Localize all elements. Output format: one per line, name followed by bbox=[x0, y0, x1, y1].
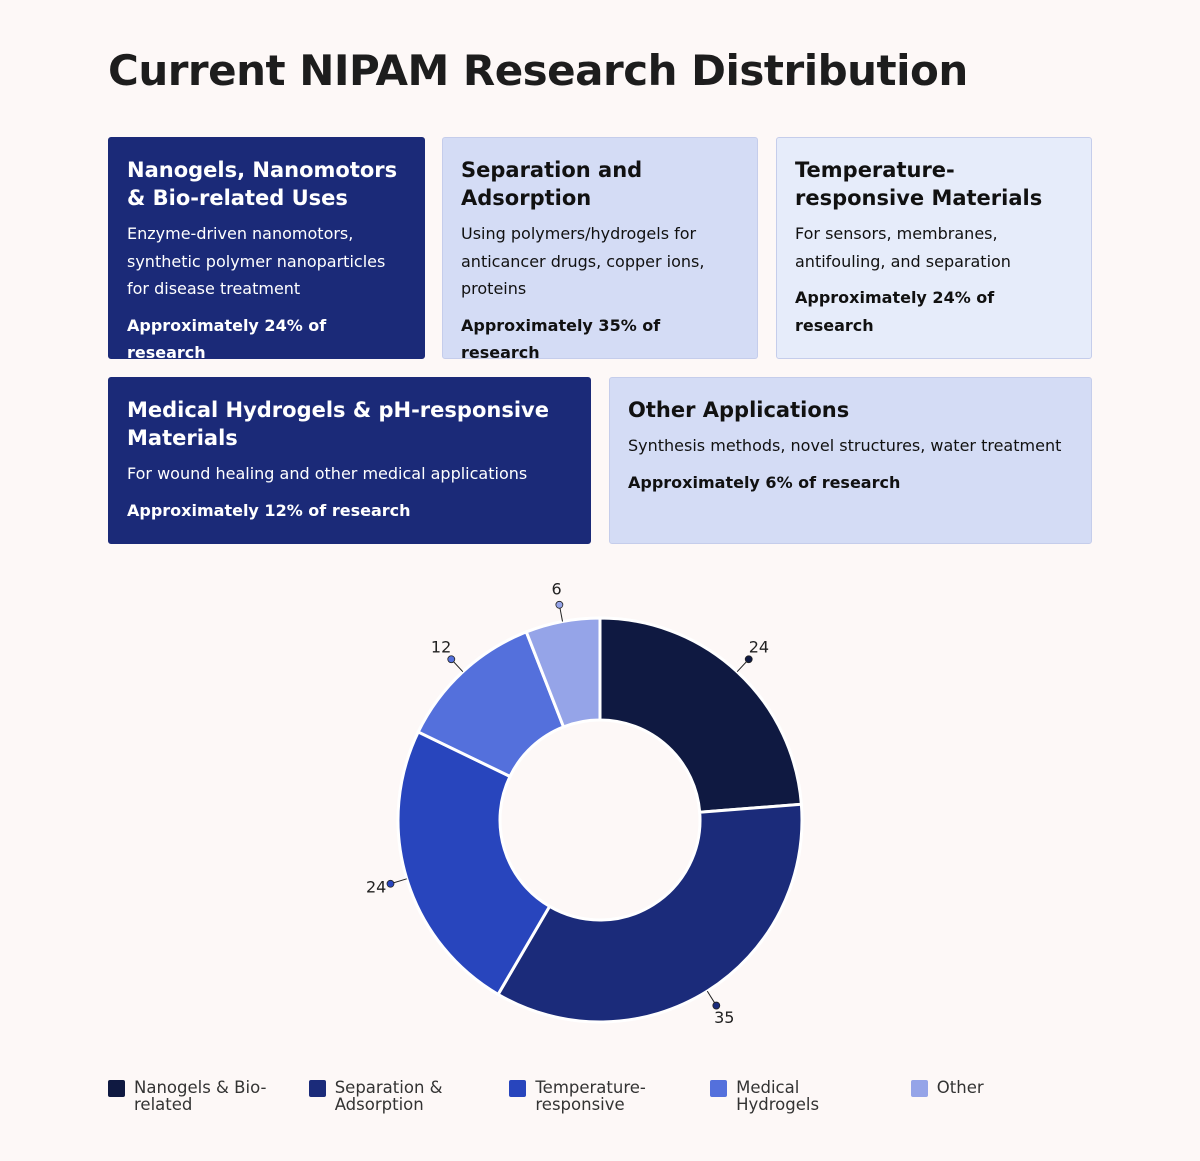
leader-dot bbox=[447, 655, 456, 664]
card-description: For wound healing and other medical appl… bbox=[127, 464, 528, 483]
card: Nanogels, Nanomotors & Bio-related Uses E… bbox=[108, 137, 425, 362]
leader-line bbox=[390, 878, 407, 885]
card-description: Using polymers/hydrogels for anticancer … bbox=[461, 224, 705, 298]
legend-swatch bbox=[710, 1080, 728, 1097]
leader-line bbox=[736, 658, 750, 673]
data-label: 24 bbox=[366, 878, 386, 897]
data-label: 12 bbox=[431, 638, 451, 657]
legend-label: Medical Hydrogels bbox=[736, 1078, 820, 1114]
card-stat: Approximately 6% of research bbox=[628, 472, 901, 492]
card-stat: Approximately 24% of research bbox=[795, 288, 995, 335]
legend-swatch bbox=[308, 1080, 326, 1097]
card-title: Temperature-responsive Materials bbox=[795, 158, 1043, 210]
leader-dot bbox=[712, 1001, 721, 1010]
card-title: Other Applications bbox=[628, 398, 850, 422]
card: Medical Hydrogels & pH-responsive Materi… bbox=[108, 377, 591, 544]
legend-item: Nanogels & Bio-related bbox=[108, 1079, 284, 1113]
card-stat: Approximately 12% of research bbox=[127, 500, 411, 520]
leader-dot bbox=[744, 655, 753, 664]
leader-dot bbox=[555, 600, 564, 609]
legend-item: Other bbox=[910, 1078, 1087, 1097]
legend-label: Nanogels & Bio-related bbox=[134, 1078, 267, 1114]
donut-segment bbox=[396, 729, 552, 997]
legend-item: Temperature-responsive bbox=[509, 1079, 685, 1113]
card-description: For sensors, membranes, antifouling, and… bbox=[795, 224, 1011, 271]
card-title: Medical Hydrogels & pH-responsive Materi… bbox=[127, 398, 549, 450]
card-title: Nanogels, Nanomotors & Bio-related Uses bbox=[127, 158, 398, 210]
leader-line bbox=[450, 658, 464, 673]
legend-label: Separation & Adsorption bbox=[334, 1078, 443, 1114]
donut-segment bbox=[598, 616, 804, 814]
card-description: Enzyme-driven nanomotors, synthetic poly… bbox=[127, 224, 386, 298]
legend-label: Other bbox=[936, 1078, 984, 1097]
card-stat: Approximately 35% of research bbox=[461, 315, 661, 363]
card: Temperature-responsive Materials For sens… bbox=[776, 137, 1092, 359]
data-label: 24 bbox=[749, 638, 769, 657]
data-label: 6 bbox=[551, 580, 561, 599]
legend-swatch bbox=[509, 1080, 527, 1097]
legend-swatch bbox=[910, 1080, 928, 1097]
donut-segment bbox=[416, 629, 566, 779]
card-title: Separation and Adsorption bbox=[461, 158, 643, 210]
legend-item: Separation & Adsorption bbox=[308, 1078, 485, 1114]
page-title: Current NIPAM Research Distribution bbox=[108, 46, 968, 95]
legend-label: Temperature-responsive bbox=[535, 1078, 646, 1114]
donut-segment bbox=[524, 616, 602, 729]
legend-item: Medical Hydrogels bbox=[710, 1079, 886, 1113]
legend-swatch bbox=[108, 1080, 125, 1097]
card: Separation and Adsorption Using polymers/… bbox=[442, 137, 758, 362]
donut-segment bbox=[496, 802, 804, 1024]
leader-line bbox=[558, 604, 564, 622]
data-label: 35 bbox=[714, 1008, 734, 1027]
card-description: Synthesis methods, novel structures, wat… bbox=[628, 436, 1062, 455]
leader-line bbox=[706, 990, 717, 1006]
leader-dot bbox=[386, 879, 395, 888]
card-stat: Approximately 24% of research bbox=[127, 315, 327, 363]
card: Other Applications Synthesis methods, nov… bbox=[609, 377, 1092, 544]
